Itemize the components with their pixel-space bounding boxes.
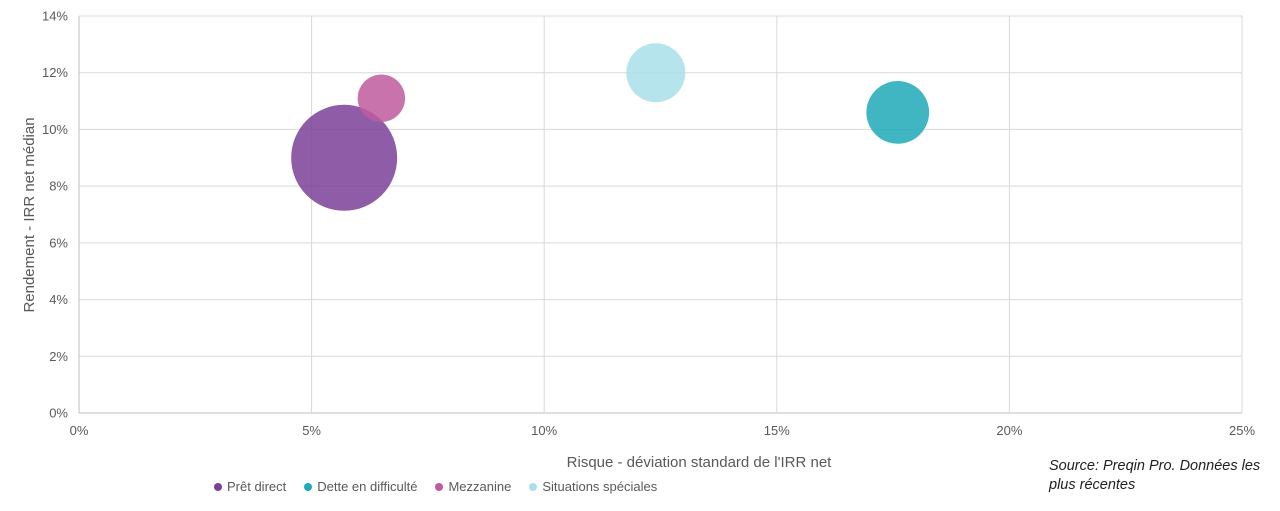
x-tick-label: 5%: [302, 423, 321, 438]
source-note: Source: Preqin Pro. Données les plus réc…: [1049, 458, 1261, 493]
y-tick-label: 2%: [49, 349, 68, 364]
x-tick-label: 10%: [531, 423, 557, 438]
legend: Prêt direct Dette en difficulté Mezzanine S…: [214, 479, 657, 494]
legend-label: Prêt direct: [227, 479, 287, 494]
y-axis-title: Rendement - IRR net médian: [21, 117, 38, 312]
x-tick-label: 0%: [70, 423, 89, 438]
legend-label: Mezzanine: [448, 479, 512, 494]
bubble-dette-en-difficult-: [866, 81, 930, 144]
y-tick-label: 0%: [49, 406, 68, 421]
bubble-pr-t-direct: [291, 104, 398, 211]
x-tick-label: 15%: [764, 423, 790, 438]
grid-lines: [78, 15, 1243, 414]
x-tick-label: 25%: [1229, 423, 1255, 438]
y-tick-label: 10%: [42, 122, 68, 137]
legend-label: Dette en difficulté: [317, 479, 418, 494]
legend-item: Mezzanine: [435, 479, 511, 494]
x-tick-label: 20%: [996, 423, 1022, 438]
y-tick-label: 14%: [42, 9, 68, 24]
legend-swatch: [304, 482, 313, 491]
y-tick-label: 4%: [49, 292, 68, 307]
legend-label: Situations spéciales: [542, 479, 658, 494]
bubble-situations-sp-ciales: [626, 43, 686, 103]
y-tick-label: 12%: [42, 65, 68, 80]
bubble-mezzanine: [357, 74, 406, 122]
bubbles: [291, 43, 930, 211]
legend-item: Situations spéciales: [529, 479, 657, 494]
legend-item: Prêt direct: [214, 479, 286, 494]
legend-swatch: [435, 482, 444, 491]
legend-swatch: [529, 482, 538, 491]
legend-item: Dette en difficulté: [304, 479, 417, 494]
y-tick-label: 6%: [49, 235, 68, 250]
y-tick-label: 8%: [49, 179, 68, 194]
legend-swatch: [214, 482, 222, 491]
x-axis-title: Risque - déviation standard de l'IRR net: [567, 454, 833, 471]
tick-labels: 0% 2% 4% 6% 8% 10% 12% 14% 0% 5% 10% 15% 20% 25%: [42, 9, 1255, 439]
